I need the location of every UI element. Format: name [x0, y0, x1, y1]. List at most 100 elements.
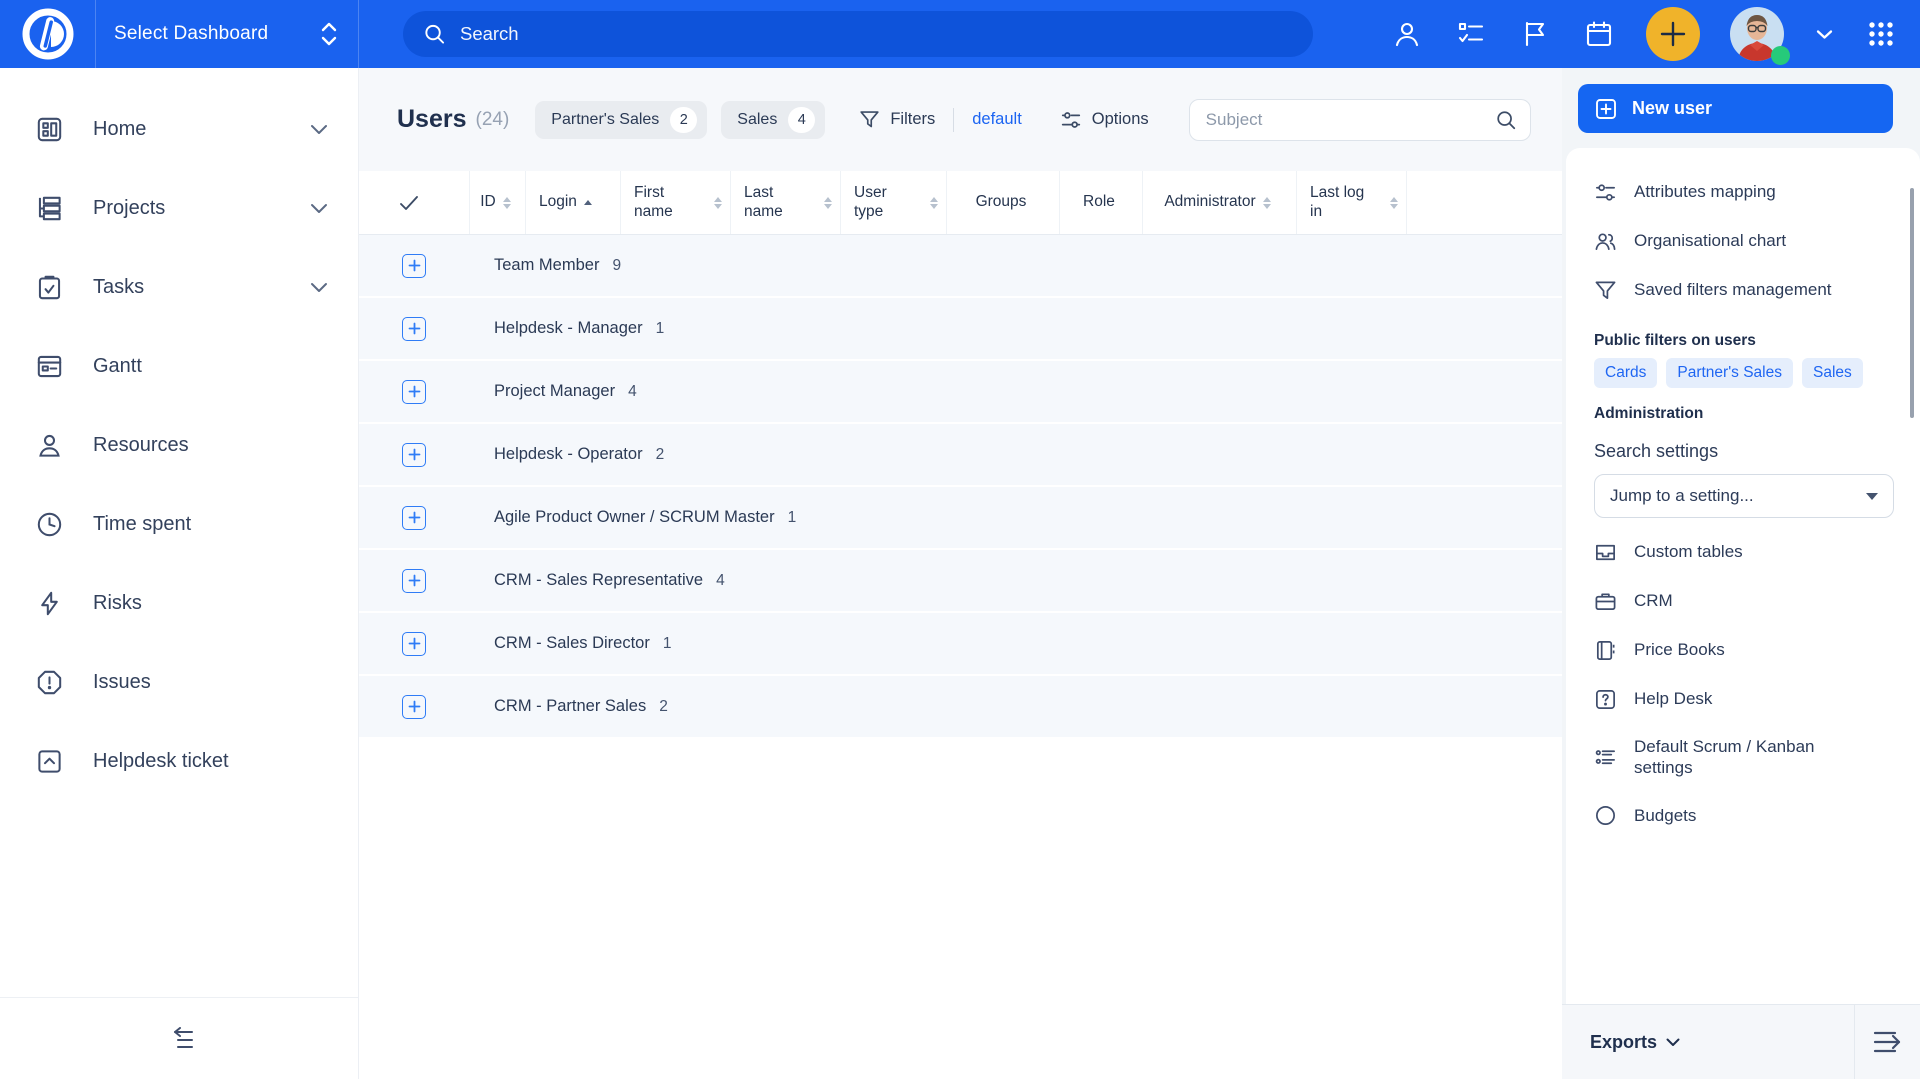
sidebar-item-tasks[interactable]: Tasks	[0, 248, 358, 327]
jump-to-setting-select[interactable]: Jump to a setting...	[1594, 474, 1894, 518]
price-books-icon	[1596, 641, 1615, 660]
scrum-settings-list-icon	[1595, 750, 1615, 765]
new-user-button[interactable]: New user	[1578, 84, 1893, 133]
public-filter-sales[interactable]: Sales	[1801, 358, 1863, 388]
exports-button[interactable]: Exports	[1562, 1005, 1854, 1079]
sort-icon	[1390, 196, 1398, 209]
sidebar-item-resources[interactable]: Resources	[0, 406, 358, 485]
column-header-last-log-in[interactable]: Last log in	[1297, 171, 1407, 234]
public-filters-heading: Public filters on users	[1594, 332, 1756, 349]
panel-card: Attributes mapping Organisational chart …	[1566, 148, 1920, 1004]
column-header-first-name[interactable]: First name	[621, 171, 731, 234]
filter-chip-partners-sales[interactable]: Partner's Sales 2	[535, 100, 708, 139]
group-row-helpdesk-operator[interactable]: Helpdesk - Operator 2	[359, 424, 1562, 487]
unfold-right-icon	[1873, 1031, 1900, 1053]
global-search[interactable]	[403, 11, 1313, 57]
panel-item-saved-filters[interactable]: Saved filters management	[1594, 266, 1844, 315]
sort-icon	[930, 196, 938, 209]
panel-item-organisational-chart[interactable]: Organisational chart	[1594, 217, 1894, 266]
subject-search-field[interactable]	[1188, 98, 1531, 141]
profile-button[interactable]	[1390, 17, 1424, 51]
select-all-header[interactable]	[359, 171, 470, 234]
my-tasks-button[interactable]	[1454, 17, 1488, 51]
expand-group-button[interactable]	[402, 379, 426, 404]
avatar-menu-chevron[interactable]	[1814, 17, 1834, 51]
gantt-icon	[37, 355, 62, 378]
sidebar-item-label: Gantt	[93, 355, 142, 377]
options-label: Options	[1091, 110, 1149, 128]
sidebar-item-risks[interactable]: Risks	[0, 564, 358, 643]
panel-item-label: Saved filters management	[1634, 280, 1832, 300]
panel-item-custom-tables[interactable]: Custom tables	[1594, 528, 1894, 577]
expand-group-button[interactable]	[402, 568, 426, 593]
funnel-icon	[1595, 281, 1616, 300]
flagged-button[interactable]	[1518, 17, 1552, 51]
expand-group-button[interactable]	[402, 442, 426, 467]
sidebar-item-gantt[interactable]: Gantt	[0, 327, 358, 406]
sidebar: Home Projects Tasks	[0, 68, 359, 1079]
search-icon	[1497, 110, 1515, 129]
panel-item-help-desk[interactable]: Help Desk	[1594, 675, 1894, 724]
filters-button[interactable]: Filters	[859, 109, 935, 130]
column-header-groups[interactable]: Groups	[947, 171, 1060, 234]
sidebar-item-helpdesk-ticket[interactable]: Helpdesk ticket	[0, 722, 358, 801]
group-row-crm-sales-director[interactable]: CRM - Sales Director 1	[359, 613, 1562, 676]
expand-group-button[interactable]	[402, 253, 426, 278]
column-label: Last log in	[1310, 184, 1365, 220]
column-header-user-type[interactable]: User type	[841, 171, 947, 234]
expand-group-button[interactable]	[402, 316, 426, 341]
briefcase-icon	[1595, 593, 1616, 611]
sidebar-item-issues[interactable]: Issues	[0, 643, 358, 722]
group-name: CRM - Partner Sales	[494, 697, 647, 715]
public-filter-cards[interactable]: Cards	[1594, 358, 1658, 388]
group-count: 4	[716, 571, 725, 589]
column-label: ID	[480, 193, 496, 211]
panel-item-budgets[interactable]: Budgets	[1594, 791, 1894, 840]
filter-chip-sales[interactable]: Sales 4	[721, 100, 826, 139]
resources-person-icon	[39, 434, 60, 457]
column-header-id[interactable]: ID	[470, 171, 526, 234]
expand-group-button[interactable]	[402, 694, 426, 719]
column-header-empty	[1407, 171, 1562, 234]
panel-item-attributes-mapping[interactable]: Attributes mapping	[1594, 168, 1894, 217]
group-row-crm-partner-sales[interactable]: CRM - Partner Sales 2	[359, 676, 1562, 739]
group-row-team-member[interactable]: Team Member 9	[359, 235, 1562, 298]
column-header-login[interactable]: Login	[526, 171, 621, 234]
sidebar-item-home[interactable]: Home	[0, 90, 358, 169]
app-logo[interactable]	[0, 0, 96, 68]
dashboard-selector[interactable]: Select Dashboard	[96, 0, 359, 68]
user-avatar[interactable]	[1730, 7, 1790, 65]
group-row-project-manager[interactable]: Project Manager 4	[359, 361, 1562, 424]
group-row-agile-product-owner[interactable]: Agile Product Owner / SCRUM Master 1	[359, 487, 1562, 550]
subject-search-input[interactable]	[1205, 109, 1495, 130]
sidebar-item-time-spent[interactable]: Time spent	[0, 485, 358, 564]
toolbar-divider	[953, 107, 955, 132]
collapse-sidebar-icon[interactable]	[163, 1026, 195, 1051]
quick-add-button[interactable]	[1646, 7, 1700, 61]
expand-group-button[interactable]	[402, 505, 426, 530]
chevron-down-icon[interactable]	[310, 124, 328, 135]
group-name: Agile Product Owner / SCRUM Master	[494, 508, 775, 526]
options-button[interactable]: Options	[1060, 109, 1149, 131]
column-header-administrator[interactable]: Administrator	[1143, 171, 1297, 234]
group-row-crm-sales-representative[interactable]: CRM - Sales Representative 4	[359, 550, 1562, 613]
clock-icon	[37, 512, 62, 537]
sidebar-item-label: Tasks	[93, 276, 145, 298]
panel-item-crm[interactable]: CRM	[1594, 577, 1894, 626]
collapse-panel-button[interactable]	[1854, 1005, 1920, 1079]
column-header-last-name[interactable]: Last name	[731, 171, 841, 234]
expand-group-button[interactable]	[402, 631, 426, 656]
sidebar-item-projects[interactable]: Projects	[0, 169, 358, 248]
public-filter-partners-sales[interactable]: Partner's Sales	[1666, 358, 1793, 388]
group-row-helpdesk-manager[interactable]: Helpdesk - Manager 1	[359, 298, 1562, 361]
chevron-down-icon[interactable]	[310, 203, 328, 214]
apps-menu-button[interactable]	[1864, 17, 1898, 51]
column-header-role[interactable]: Role	[1060, 171, 1143, 234]
active-filter-link[interactable]: default	[972, 110, 1022, 128]
panel-scrollbar-thumb[interactable]	[1910, 188, 1914, 418]
chevron-down-icon[interactable]	[310, 282, 328, 293]
calendar-button[interactable]	[1582, 17, 1616, 51]
panel-item-price-books[interactable]: Price Books	[1594, 626, 1894, 675]
panel-item-scrum-kanban-settings[interactable]: Default Scrum / Kanban settings	[1594, 724, 1859, 791]
global-search-input[interactable]	[459, 23, 1293, 45]
